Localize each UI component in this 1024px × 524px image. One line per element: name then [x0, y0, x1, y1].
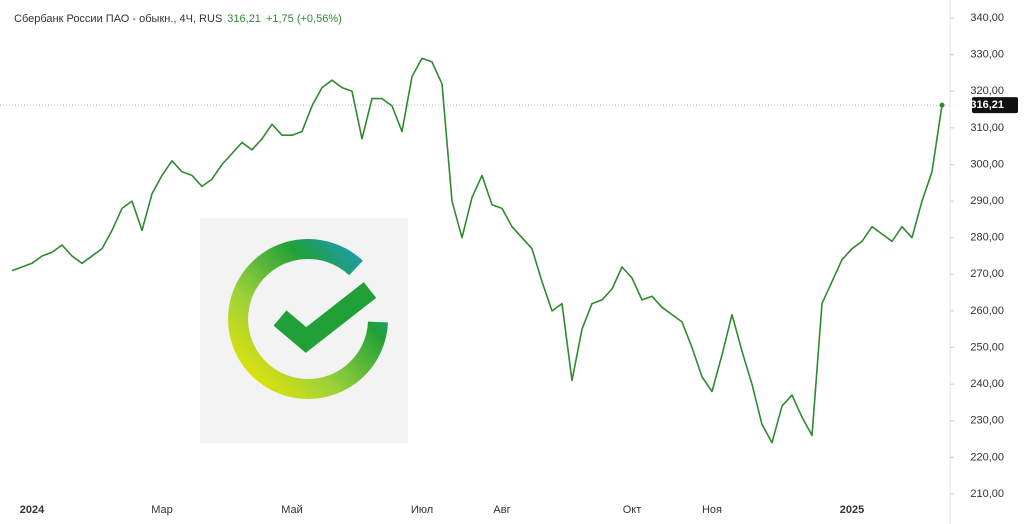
x-tick-label: Май [281, 504, 303, 516]
y-tick-label: 320,00 [970, 85, 1004, 97]
header: Сбербанк России ПАО - обыкн., 4Ч, RUS 316… [14, 13, 342, 25]
price-badge-label: 316,21 [970, 99, 1004, 111]
y-tick-label: 330,00 [970, 49, 1004, 61]
y-tick-label: 230,00 [970, 415, 1004, 427]
x-tick-label: Июл [411, 504, 433, 516]
y-tick-label: 250,00 [970, 341, 1004, 353]
y-tick-label: 270,00 [970, 268, 1004, 280]
y-tick-label: 280,00 [970, 232, 1004, 244]
symbol: Сбербанк России ПАО - обыкн., 4Ч, RUS [14, 13, 223, 25]
y-tick-label: 340,00 [970, 12, 1004, 24]
x-tick-label: 2024 [20, 504, 45, 516]
price-badge [972, 97, 1018, 114]
y-tick-label: 210,00 [970, 488, 1004, 500]
x-tick-label: Мар [151, 504, 173, 516]
y-tick-label: 290,00 [970, 195, 1004, 207]
y-tick-label: 220,00 [970, 451, 1004, 463]
x-tick-label: Авг [493, 504, 510, 516]
logo-check [273, 282, 377, 353]
price-line-series [11, 57, 943, 444]
logo-ring [228, 239, 388, 399]
last-point [939, 102, 945, 108]
y-tick-label: 310,00 [970, 122, 1004, 134]
x-tick-label: 2025 [840, 504, 864, 516]
change: +1,75 (+0,56%) [265, 13, 342, 25]
y-tick-label: 240,00 [970, 378, 1004, 390]
y-tick-label: 300,00 [970, 158, 1004, 170]
last-price: 316,21 [227, 13, 261, 25]
y-tick-label: 260,00 [970, 305, 1004, 317]
x-tick-label: Окт [623, 504, 642, 516]
x-tick-label: Ноя [702, 504, 722, 516]
